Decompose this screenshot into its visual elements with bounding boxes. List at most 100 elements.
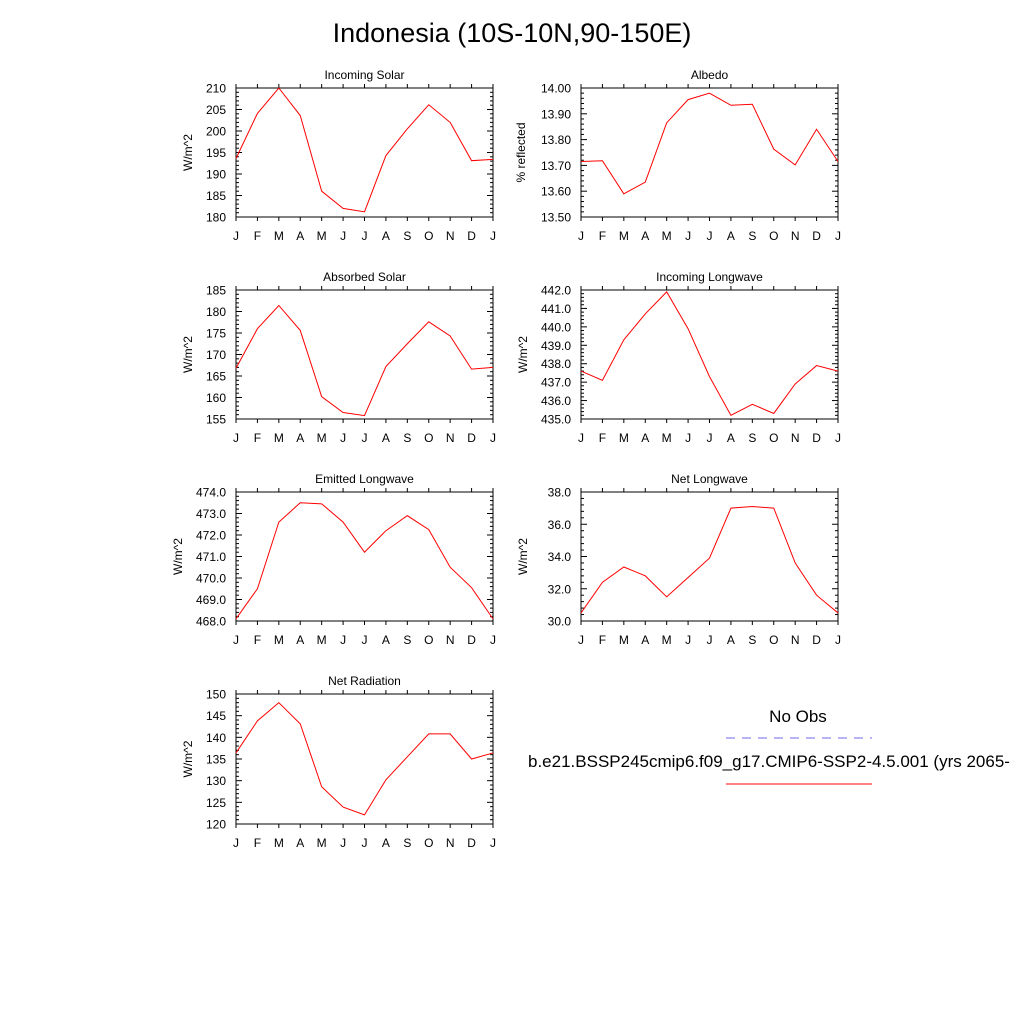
- x-tick-label: J: [707, 431, 713, 445]
- x-tick-label: A: [641, 229, 649, 243]
- y-tick-label: 473.0: [196, 507, 226, 521]
- x-tick-label: M: [619, 633, 629, 647]
- x-tick-label: J: [233, 633, 239, 647]
- y-tick-label: 125: [206, 796, 226, 810]
- plot-frame: [580, 491, 839, 622]
- y-axis-label: W/m^2: [171, 538, 185, 575]
- x-tick-label: F: [254, 633, 261, 647]
- series-line: [235, 87, 494, 213]
- y-tick-label: 437.0: [541, 376, 571, 390]
- x-tick-label: N: [791, 633, 800, 647]
- x-tick-label: A: [382, 229, 390, 243]
- y-tick-label: 439.0: [541, 339, 571, 353]
- x-tick-label: F: [599, 431, 606, 445]
- x-tick-label: J: [233, 836, 239, 850]
- panel-title: Net Longwave: [671, 472, 748, 486]
- panel-title: Incoming Longwave: [656, 270, 763, 284]
- plot-frame: [235, 87, 494, 218]
- y-tick-label: 130: [206, 774, 226, 788]
- x-tick-label: D: [812, 633, 821, 647]
- x-tick-label: S: [403, 229, 411, 243]
- x-tick-label: D: [812, 229, 821, 243]
- legend-model-label: b.e21.BSSP245cmip6.f09_g17.CMIP6-SSP2-4.…: [528, 752, 1010, 771]
- series-line: [235, 304, 494, 417]
- x-tick-label: A: [382, 836, 390, 850]
- y-tick-label: 13.70: [541, 159, 571, 173]
- x-tick-label: F: [599, 229, 606, 243]
- x-tick-label: M: [274, 229, 284, 243]
- y-tick-label: 150: [206, 688, 226, 702]
- plot-frame: [580, 87, 839, 218]
- x-tick-label: N: [446, 633, 455, 647]
- x-tick-label: J: [340, 229, 346, 243]
- x-tick-label: A: [727, 431, 735, 445]
- x-tick-label: J: [685, 431, 691, 445]
- y-tick-label: 205: [206, 103, 226, 117]
- panel-title: Absorbed Solar: [323, 270, 406, 284]
- x-tick-label: O: [769, 633, 778, 647]
- y-tick-label: 13.50: [541, 211, 571, 225]
- x-tick-label: M: [662, 633, 672, 647]
- x-tick-label: N: [446, 836, 455, 850]
- x-tick-label: S: [403, 633, 411, 647]
- x-tick-label: A: [382, 633, 390, 647]
- x-tick-label: A: [727, 633, 735, 647]
- x-tick-label: M: [274, 431, 284, 445]
- x-tick-label: D: [812, 431, 821, 445]
- y-tick-label: 440.0: [541, 320, 571, 334]
- y-axis-label: % reflected: [514, 122, 528, 182]
- x-tick-label: A: [641, 633, 649, 647]
- plot-frame: [235, 289, 494, 420]
- x-tick-label: M: [317, 229, 327, 243]
- x-tick-label: A: [641, 431, 649, 445]
- y-tick-label: 210: [206, 82, 226, 96]
- y-axis-label: W/m^2: [181, 134, 195, 171]
- x-tick-label: M: [317, 431, 327, 445]
- y-axis-label: W/m^2: [516, 538, 530, 575]
- x-tick-label: D: [467, 431, 476, 445]
- y-tick-label: 135: [206, 753, 226, 767]
- x-tick-label: J: [233, 431, 239, 445]
- legend: No Obs b.e21.BSSP245cmip6.f09_g17.CMIP6-…: [528, 707, 1010, 785]
- x-tick-label: J: [835, 229, 841, 243]
- y-tick-label: 13.80: [541, 133, 571, 147]
- x-tick-label: J: [685, 633, 691, 647]
- x-tick-label: J: [233, 229, 239, 243]
- x-tick-label: M: [274, 633, 284, 647]
- plot-frame: [235, 693, 494, 825]
- y-tick-label: 36.0: [548, 518, 572, 532]
- y-tick-label: 200: [206, 125, 226, 139]
- x-tick-label: A: [727, 229, 735, 243]
- x-tick-label: M: [317, 633, 327, 647]
- series-line: [580, 92, 839, 195]
- x-tick-label: J: [362, 633, 368, 647]
- x-tick-label: A: [296, 633, 304, 647]
- x-tick-label: O: [424, 229, 433, 243]
- legend-obs-label: No Obs: [769, 707, 827, 726]
- x-tick-label: D: [467, 836, 476, 850]
- x-tick-label: J: [578, 229, 584, 243]
- x-tick-label: F: [254, 229, 261, 243]
- series-line: [235, 701, 494, 816]
- x-tick-label: J: [340, 431, 346, 445]
- panel-title: Emitted Longwave: [315, 472, 414, 486]
- y-tick-label: 469.0: [196, 593, 226, 607]
- plot-frame: [580, 289, 839, 420]
- x-tick-label: F: [254, 431, 261, 445]
- x-tick-label: N: [791, 229, 800, 243]
- x-tick-label: F: [254, 836, 261, 850]
- x-tick-label: A: [296, 431, 304, 445]
- x-tick-label: M: [619, 431, 629, 445]
- y-tick-label: 185: [206, 284, 226, 298]
- x-tick-label: J: [490, 229, 496, 243]
- x-tick-label: J: [362, 431, 368, 445]
- y-tick-label: 32.0: [548, 582, 572, 596]
- y-tick-label: 165: [206, 370, 226, 384]
- x-tick-label: J: [490, 431, 496, 445]
- y-tick-label: 190: [206, 168, 226, 182]
- series-line: [580, 291, 839, 416]
- x-tick-label: M: [274, 836, 284, 850]
- y-tick-label: 38.0: [548, 486, 572, 500]
